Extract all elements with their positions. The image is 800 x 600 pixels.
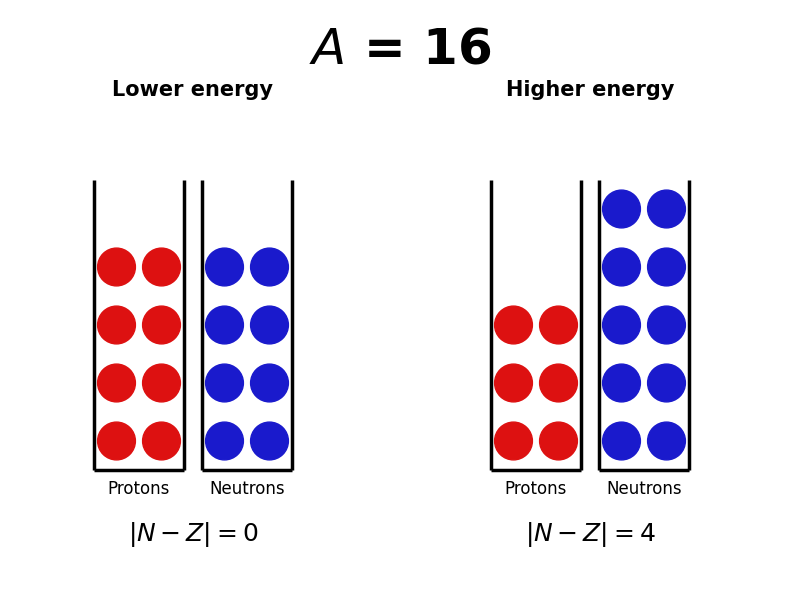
- Circle shape: [602, 190, 640, 228]
- Text: $|\mathit{N}-\mathit{Z}|= 4$: $|\mathit{N}-\mathit{Z}|= 4$: [525, 520, 655, 549]
- Circle shape: [206, 306, 243, 344]
- Circle shape: [142, 422, 181, 460]
- Circle shape: [98, 364, 135, 402]
- Circle shape: [539, 422, 578, 460]
- Text: Neutrons: Neutrons: [209, 480, 285, 498]
- Circle shape: [494, 422, 533, 460]
- Circle shape: [98, 422, 135, 460]
- Circle shape: [250, 364, 288, 402]
- Circle shape: [98, 306, 135, 344]
- Text: Protons: Protons: [108, 480, 170, 498]
- Circle shape: [142, 248, 181, 286]
- Circle shape: [602, 364, 640, 402]
- Circle shape: [648, 190, 686, 228]
- Circle shape: [142, 306, 181, 344]
- Circle shape: [648, 306, 686, 344]
- Circle shape: [142, 364, 181, 402]
- Circle shape: [250, 248, 288, 286]
- Circle shape: [494, 306, 533, 344]
- Text: Lower energy: Lower energy: [113, 80, 274, 100]
- Circle shape: [648, 364, 686, 402]
- Circle shape: [98, 248, 135, 286]
- Text: $|\mathit{N}-\mathit{Z}|= 0$: $|\mathit{N}-\mathit{Z}|= 0$: [128, 520, 258, 549]
- Circle shape: [206, 422, 243, 460]
- Text: Protons: Protons: [505, 480, 567, 498]
- Circle shape: [206, 364, 243, 402]
- Circle shape: [602, 422, 640, 460]
- Circle shape: [648, 248, 686, 286]
- Text: $\mathit{A}$ = 16: $\mathit{A}$ = 16: [309, 25, 491, 73]
- Circle shape: [206, 248, 243, 286]
- Circle shape: [539, 306, 578, 344]
- Circle shape: [250, 306, 288, 344]
- Circle shape: [648, 422, 686, 460]
- Circle shape: [250, 422, 288, 460]
- Circle shape: [539, 364, 578, 402]
- Circle shape: [602, 248, 640, 286]
- Circle shape: [494, 364, 533, 402]
- Text: Neutrons: Neutrons: [606, 480, 682, 498]
- Text: Higher energy: Higher energy: [506, 80, 674, 100]
- Circle shape: [602, 306, 640, 344]
